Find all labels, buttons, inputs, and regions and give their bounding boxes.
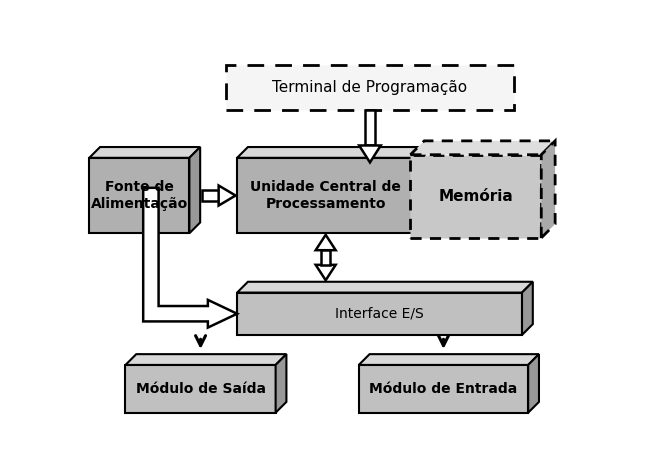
Bar [410, 155, 541, 238]
Bar [321, 250, 331, 265]
Polygon shape [189, 147, 200, 233]
Polygon shape [143, 188, 237, 328]
Polygon shape [276, 354, 286, 413]
Polygon shape [410, 141, 555, 155]
Polygon shape [359, 354, 539, 365]
Text: Fonte de
Alimentação: Fonte de Alimentação [91, 181, 188, 211]
Polygon shape [414, 147, 425, 233]
Polygon shape [125, 354, 286, 365]
Bar [125, 365, 276, 413]
Bar [201, 190, 218, 201]
Bar [226, 66, 514, 110]
Text: Unidade Central de
Processamento: Unidade Central de Processamento [250, 181, 401, 211]
Polygon shape [316, 235, 336, 250]
Polygon shape [218, 185, 235, 205]
Text: Interface E/S: Interface E/S [335, 307, 424, 321]
Bar [89, 158, 189, 233]
Polygon shape [541, 141, 555, 238]
Polygon shape [522, 282, 533, 335]
Text: Módulo de Saída: Módulo de Saída [136, 382, 265, 396]
Polygon shape [359, 146, 381, 162]
Bar [359, 365, 528, 413]
Text: Memória: Memória [438, 189, 513, 204]
Bar [237, 158, 414, 233]
Polygon shape [528, 354, 539, 413]
Bar [364, 110, 376, 146]
Polygon shape [89, 147, 200, 158]
Polygon shape [237, 282, 533, 292]
Bar [237, 292, 522, 335]
Text: Módulo de Entrada: Módulo de Entrada [370, 382, 518, 396]
Polygon shape [237, 147, 425, 158]
Text: Terminal de Programação: Terminal de Programação [273, 80, 467, 95]
Polygon shape [316, 265, 336, 280]
